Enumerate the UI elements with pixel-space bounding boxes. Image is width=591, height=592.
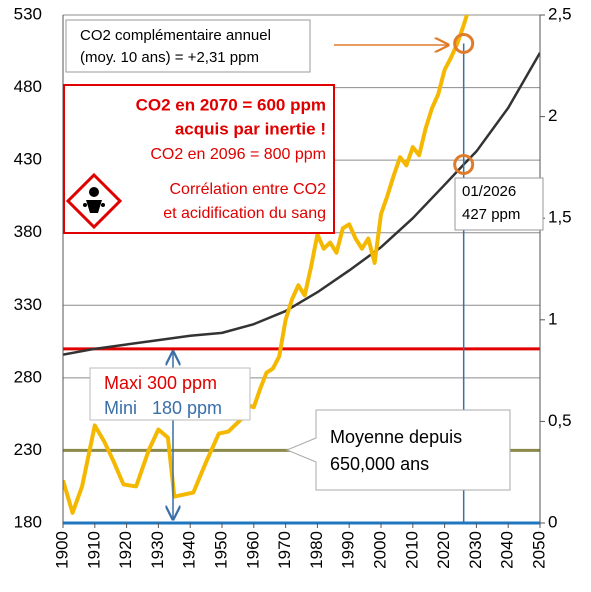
mean-callout: Moyenne depuis 650,000 ans	[285, 409, 511, 491]
series-line	[63, 15, 469, 515]
x-tick-label: 2010	[402, 531, 421, 569]
series-line	[63, 52, 540, 356]
axes: 180 230 280 330 380 430 480 530 0 0,5 1 1,5 2 2,5 1900…	[14, 4, 572, 568]
x-tick-label: 1960	[243, 531, 262, 569]
warning-line: CO2 en 2096 = 800 ppm	[150, 146, 326, 163]
y2-tick-label: 2,5	[548, 4, 572, 23]
x-tick-label: 1950	[211, 531, 230, 569]
x-tick-label: 1900	[52, 531, 71, 569]
y2-tick-label: 1,5	[548, 208, 572, 227]
x-tick-label: 2050	[529, 531, 548, 569]
mean-callout-frame	[285, 409, 511, 491]
y-tick-label: 530	[14, 4, 42, 23]
mini-label: Mini 180 ppm	[104, 398, 222, 418]
y2-tick-label: 1	[548, 309, 557, 328]
hazard-icon	[65, 172, 123, 230]
point-box-line: 01/2026	[462, 183, 516, 200]
warning-line: et acidification du sang	[163, 205, 326, 222]
point-box-frame	[454, 177, 544, 231]
x-tick-label: 1980	[307, 531, 326, 569]
mean-line: Moyenne depuis	[330, 427, 462, 447]
mean-line: 650,000 ans	[330, 454, 429, 474]
warning-line: Corrélation entre CO2	[169, 181, 326, 198]
series	[63, 15, 540, 515]
y2-tick-label: 0,5	[548, 411, 572, 430]
warning-line: CO2 en 2070 = 600 ppm	[136, 95, 326, 114]
marker	[453, 32, 475, 54]
x-tick-label: 1920	[116, 531, 135, 569]
x-tick-label: 1970	[275, 531, 294, 569]
warning-line: acquis par inertie !	[175, 119, 326, 138]
x-tick-label: 1930	[148, 531, 167, 569]
y-tick-label: 380	[14, 222, 42, 241]
x-tick-label: 2040	[498, 531, 517, 569]
y-tick-label: 330	[14, 295, 42, 314]
y-tick-label: 180	[14, 512, 42, 531]
x-tick-label: 2030	[466, 531, 485, 569]
point-box: 01/2026 427 ppm	[454, 177, 544, 231]
rate-box-line: CO2 complémentaire annuel	[80, 27, 271, 44]
y2-tick-label: 0	[548, 512, 557, 531]
y2-tick-label: 2	[548, 106, 557, 125]
y-tick-label: 280	[14, 367, 42, 386]
x-tick-label: 2020	[434, 531, 453, 569]
y-tick-label: 430	[14, 150, 42, 169]
rate-box-frame	[65, 19, 311, 73]
point-box-line: 427 ppm	[462, 206, 520, 223]
maxi-label: Maxi 300 ppm	[104, 373, 217, 393]
x-tick-label: 1940	[180, 531, 199, 569]
x-tick-label: 1910	[84, 531, 103, 569]
rate-box: CO2 complémentaire annuel (moy. 10 ans) …	[65, 19, 448, 73]
x-tick-label: 2000	[370, 531, 389, 569]
rate-box-line: (moy. 10 ans) = +2,31 ppm	[80, 49, 259, 66]
warning-box: CO2 en 2070 = 600 ppm acquis par inertie…	[63, 84, 335, 234]
y-tick-label: 230	[14, 440, 42, 459]
x-tick-label: 1990	[339, 531, 358, 569]
marker	[453, 153, 475, 175]
range-box-frame	[89, 367, 251, 421]
y-tick-label: 480	[14, 77, 42, 96]
range-box: Maxi 300 ppm Mini 180 ppm	[89, 352, 251, 519]
